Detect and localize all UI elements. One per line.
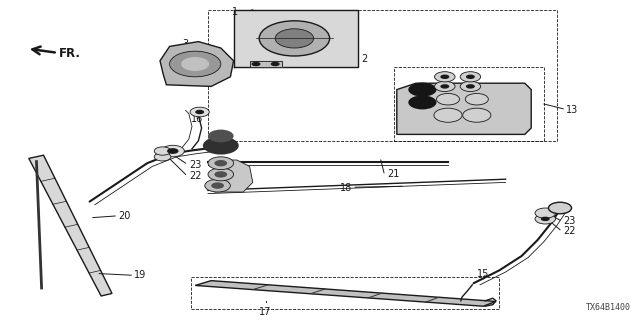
Polygon shape	[214, 160, 253, 192]
Text: 16: 16	[191, 114, 204, 124]
Polygon shape	[195, 281, 496, 306]
Circle shape	[460, 72, 481, 82]
Circle shape	[440, 84, 449, 89]
Circle shape	[466, 75, 475, 79]
Circle shape	[154, 153, 171, 161]
Text: 17: 17	[259, 307, 272, 316]
Polygon shape	[397, 83, 531, 134]
Circle shape	[214, 160, 227, 166]
Circle shape	[190, 107, 209, 117]
Circle shape	[460, 81, 481, 92]
Text: 2: 2	[362, 53, 368, 64]
Circle shape	[434, 108, 462, 122]
Circle shape	[161, 145, 184, 157]
Text: 23: 23	[563, 216, 575, 227]
Circle shape	[466, 84, 475, 89]
Text: 1: 1	[291, 27, 298, 37]
Text: 22: 22	[189, 171, 202, 181]
Circle shape	[154, 147, 171, 155]
Circle shape	[541, 217, 550, 221]
Text: 18: 18	[340, 183, 352, 193]
Circle shape	[170, 51, 221, 77]
Circle shape	[208, 157, 234, 170]
Text: 23: 23	[189, 160, 201, 170]
Circle shape	[275, 29, 314, 48]
Circle shape	[440, 75, 449, 79]
Text: FR.: FR.	[59, 47, 81, 60]
Circle shape	[214, 171, 227, 178]
Circle shape	[408, 83, 436, 97]
Circle shape	[463, 108, 491, 122]
Circle shape	[252, 62, 260, 66]
Text: 19: 19	[134, 270, 147, 280]
Circle shape	[535, 208, 556, 218]
Text: 20: 20	[118, 211, 131, 221]
Circle shape	[548, 202, 572, 214]
Circle shape	[436, 93, 460, 105]
Circle shape	[465, 93, 488, 105]
Circle shape	[181, 57, 209, 71]
Text: 13: 13	[566, 105, 579, 116]
Polygon shape	[29, 155, 112, 296]
Polygon shape	[250, 61, 282, 67]
Circle shape	[259, 21, 330, 56]
Text: 22: 22	[563, 226, 576, 236]
Circle shape	[435, 81, 455, 92]
Text: 15: 15	[477, 269, 490, 279]
Circle shape	[208, 130, 234, 142]
Circle shape	[211, 182, 224, 189]
Text: 21: 21	[387, 169, 399, 180]
Text: 1: 1	[232, 7, 238, 17]
Circle shape	[535, 214, 556, 224]
Text: 3: 3	[182, 39, 189, 49]
Text: TX64B1400: TX64B1400	[586, 303, 630, 312]
Circle shape	[205, 179, 230, 192]
Circle shape	[203, 137, 239, 155]
Circle shape	[195, 110, 204, 114]
Circle shape	[271, 62, 280, 66]
Circle shape	[408, 95, 436, 109]
Polygon shape	[160, 42, 234, 86]
Circle shape	[435, 72, 455, 82]
Circle shape	[208, 168, 234, 181]
Polygon shape	[234, 10, 358, 67]
Circle shape	[167, 148, 179, 154]
